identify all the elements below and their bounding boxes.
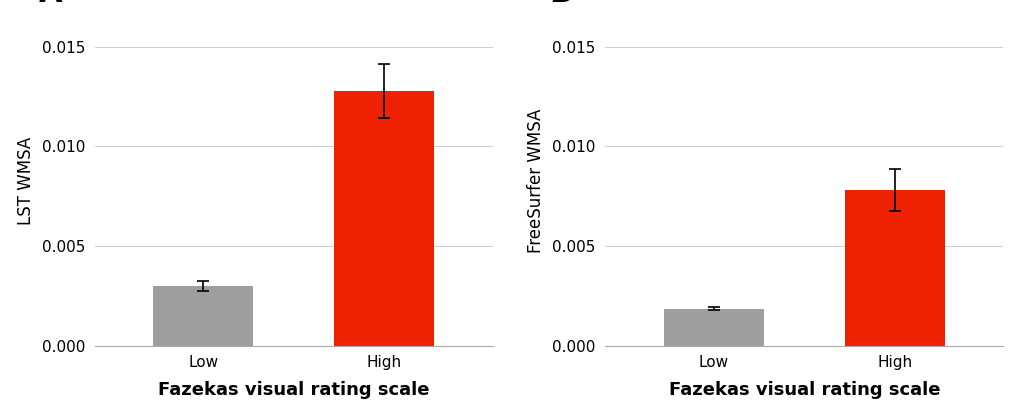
- Bar: [334, 92, 433, 346]
- Text: B: B: [549, 0, 572, 8]
- X-axis label: Fazekas visual rating scale: Fazekas visual rating scale: [668, 381, 940, 399]
- Y-axis label: LST WMSA: LST WMSA: [16, 137, 35, 225]
- Text: A: A: [39, 0, 62, 8]
- Bar: [844, 190, 944, 346]
- Bar: [663, 309, 763, 346]
- X-axis label: Fazekas visual rating scale: Fazekas visual rating scale: [158, 381, 429, 399]
- Bar: [153, 286, 253, 346]
- Y-axis label: FreeSurfer WMSA: FreeSurfer WMSA: [527, 109, 545, 253]
